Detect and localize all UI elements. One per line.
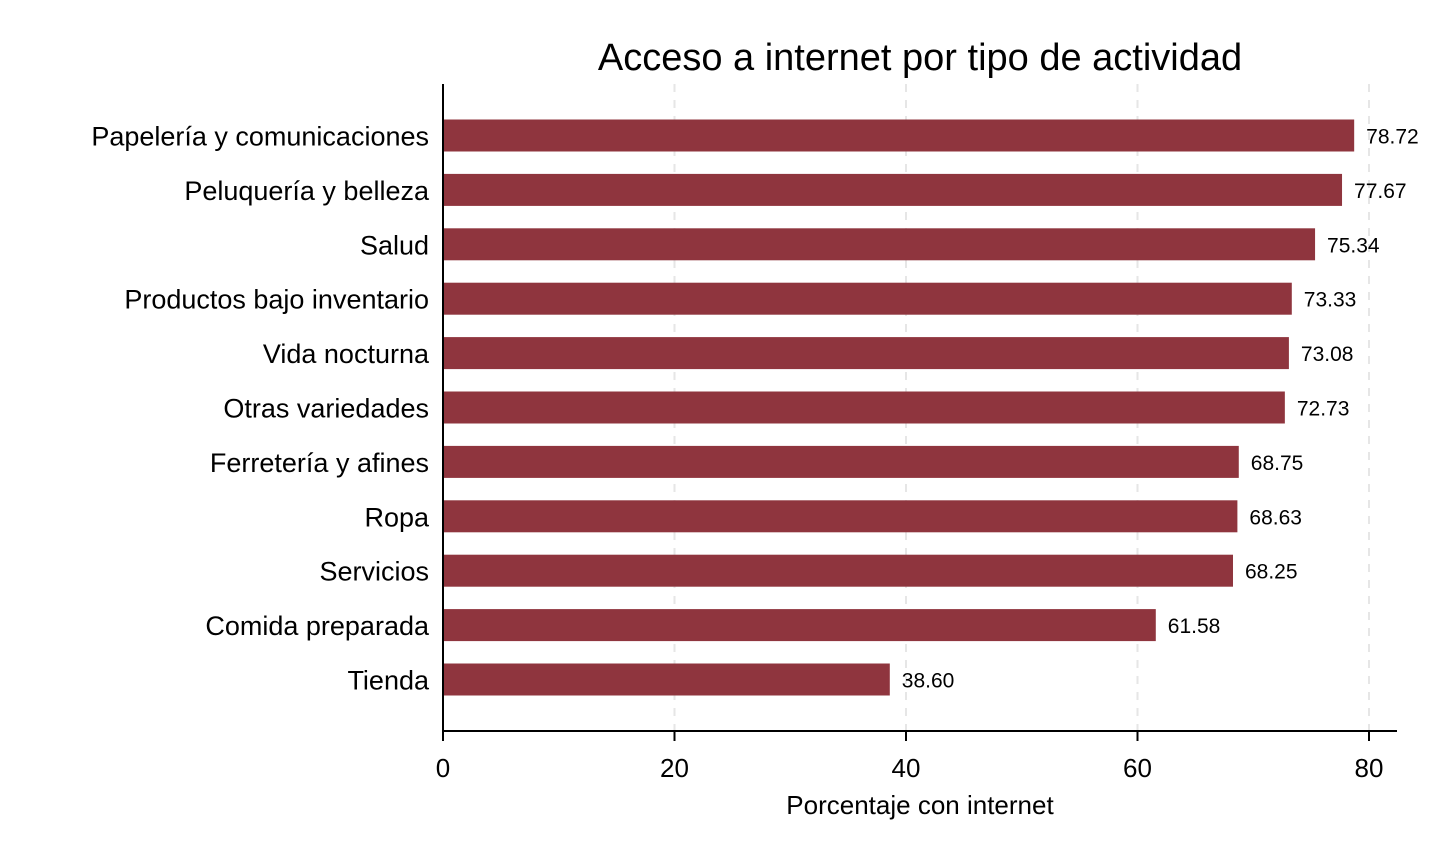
bar-2	[443, 228, 1316, 261]
axes: 0 20 40 60 80	[436, 84, 1397, 783]
bar-6	[443, 445, 1239, 478]
category-label-7: Ropa	[364, 502, 430, 532]
bar-7	[443, 500, 1238, 533]
bar-1	[443, 173, 1343, 206]
category-label-1: Peluquería y belleza	[184, 176, 430, 206]
value-label-2: 75.34	[1327, 234, 1380, 257]
x-tick-label-0: 0	[436, 753, 450, 783]
bar-5	[443, 391, 1285, 424]
bar-3	[443, 282, 1292, 315]
value-label-10: 38.60	[902, 670, 955, 693]
bars: Papelería y comunicaciones 78.72 Peluquerí…	[91, 119, 1419, 696]
x-tick-label-60: 60	[1123, 753, 1152, 783]
category-label-9: Comida preparada	[205, 611, 430, 641]
category-label-10: Tienda	[347, 666, 430, 696]
category-label-4: Vida nocturna	[263, 339, 430, 369]
bar-8	[443, 554, 1233, 587]
bar-0	[443, 119, 1355, 152]
value-label-0: 78.72	[1366, 126, 1419, 149]
x-tick-label-80: 80	[1355, 753, 1384, 783]
x-axis-title: Porcentaje con internet	[786, 790, 1054, 820]
value-label-5: 72.73	[1297, 398, 1350, 421]
bar-9	[443, 609, 1156, 642]
category-label-2: Salud	[360, 230, 429, 260]
value-label-4: 73.08	[1301, 343, 1354, 366]
category-label-8: Servicios	[319, 557, 429, 587]
x-tick-label-40: 40	[892, 753, 921, 783]
value-label-1: 77.67	[1354, 180, 1407, 203]
category-label-5: Otras variedades	[223, 394, 429, 424]
value-label-8: 68.25	[1245, 561, 1298, 584]
bar-4	[443, 337, 1289, 370]
value-label-3: 73.33	[1304, 289, 1357, 312]
value-label-7: 68.63	[1249, 506, 1302, 529]
category-label-0: Papelería y comunicaciones	[91, 122, 429, 152]
chart-title: Acceso a internet por tipo de actividad	[598, 37, 1242, 79]
bar-10	[443, 663, 890, 696]
x-tick-label-20: 20	[660, 753, 689, 783]
value-label-6: 68.75	[1251, 452, 1304, 475]
category-label-3: Productos bajo inventario	[124, 285, 429, 315]
category-label-6: Ferretería y afines	[210, 448, 429, 478]
value-label-9: 61.58	[1168, 615, 1221, 638]
